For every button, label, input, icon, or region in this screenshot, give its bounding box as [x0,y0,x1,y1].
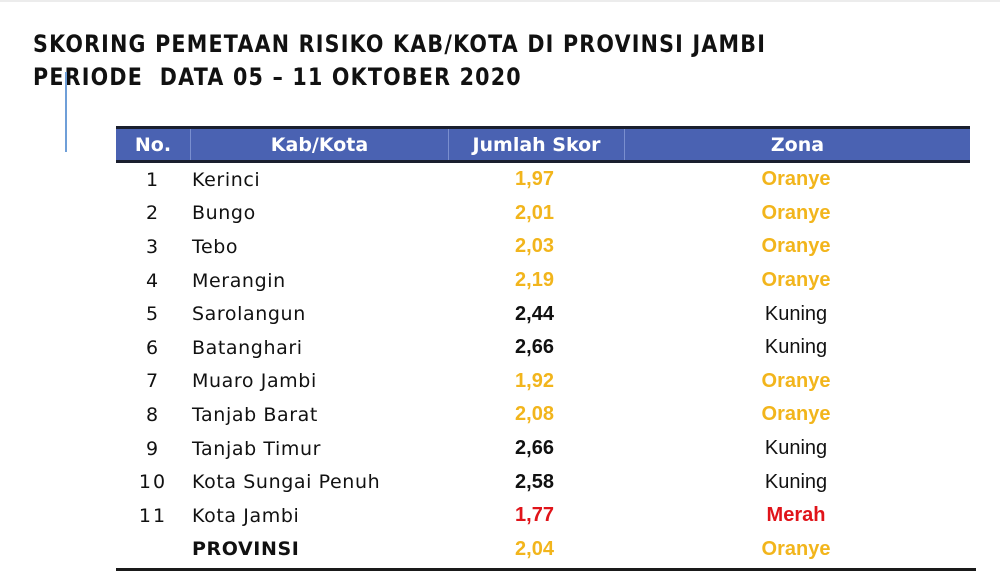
table-row: 6 Batanghari 2,66 Kuning [116,331,970,365]
row-score: 2,19 [515,269,554,292]
title-line-1: SKORING PEMETAAN RISIKO KAB/KOTA DI PROV… [33,30,767,58]
table-header: No. Kab/Kota Jumlah Skor Zona [116,126,970,163]
row-kab-kota: Muaro Jambi [192,370,317,393]
row-score: 2,66 [515,336,554,359]
row-kab-kota: Kerinci [192,168,261,191]
row-score: 2,03 [515,235,554,258]
row-score: 2,58 [515,470,554,493]
row-score: 2,08 [515,403,554,426]
row-kab-kota: Tanjab Timur [192,437,322,460]
table-row: 2 Bungo 2,01 Oranye [116,197,970,231]
row-name-provinsi: PROVINSI [192,538,300,561]
page-title: SKORING PEMETAAN RISIKO KAB/KOTA DI PROV… [33,28,766,94]
row-score: 1,97 [515,168,554,191]
header-no: No. [116,129,191,160]
table-row: 5 Sarolangun 2,44 Kuning [116,297,970,331]
top-edge [0,0,1000,2]
row-zone: Oranye [761,369,831,392]
header-jumlah-skor: Jumlah Skor [449,129,625,160]
table-row-total: PROVINSI 2,04 Oranye [116,533,970,567]
row-kab-kota: Tanjab Barat [192,403,318,426]
row-no: 10 [138,471,168,494]
row-zone: Oranye [761,269,831,292]
row-no: 9 [145,437,161,460]
row-kab-kota: Kota Jambi [192,504,300,527]
title-line-2: PERIODE DATA 05 – 11 OKTOBER 2020 [33,63,522,91]
row-zone: Kuning [764,470,828,493]
row-zone: Kuning [764,336,828,359]
row-zone: Oranye [761,201,831,224]
table-row: 8 Tanjab Barat 2,08 Oranye [116,398,970,432]
risk-score-table: No. Kab/Kota Jumlah Skor Zona 1 Kerinci 1,… [116,126,976,572]
table-row: 4 Merangin 2,19 Oranye [116,264,970,298]
row-no: 6 [145,336,161,359]
row-no: 2 [145,202,161,225]
row-score: 2,44 [515,302,554,325]
row-kab-kota: Merangin [192,269,286,292]
row-kab-kota: Bungo [192,202,256,225]
header-kab-kota: Kab/Kota [191,129,449,160]
row-kab-kota: Kota Sungai Penuh [192,471,381,494]
row-kab-kota: Sarolangun [192,303,306,326]
row-no: 8 [145,403,161,426]
table-bottom-rule [116,568,976,572]
table-row: 11 Kota Jambi 1,77 Merah [116,499,970,533]
table-row: 3 Tebo 2,03 Oranye [116,230,970,264]
row-zone: Oranye [761,168,831,191]
row-score: 2,66 [515,437,554,460]
table-row: 1 Kerinci 1,97 Oranye [116,163,970,197]
row-kab-kota: Tebo [192,235,239,258]
row-no: 3 [145,235,161,258]
row-no: 7 [145,370,161,393]
row-no: 11 [138,504,168,527]
row-zone: Oranye [761,537,831,560]
row-score: 2,04 [515,537,554,560]
row-zone: Kuning [764,302,828,325]
row-zone: Merah [766,504,826,527]
table-row: 10 Kota Sungai Penuh 2,58 Kuning [116,465,970,499]
row-score: 2,01 [515,201,554,224]
header-zona: Zona [770,133,825,156]
text-cursor-line [65,72,67,152]
row-score: 1,77 [515,504,554,527]
row-no: 1 [145,168,161,191]
row-score: 1,92 [515,369,554,392]
table-row: 7 Muaro Jambi 1,92 Oranye [116,365,970,399]
row-no: 4 [145,269,161,292]
row-zone: Oranye [761,235,831,258]
row-kab-kota: Batanghari [192,336,303,359]
table-row: 9 Tanjab Timur 2,66 Kuning [116,432,970,466]
row-no: 5 [145,303,161,326]
row-zone: Kuning [764,437,828,460]
row-zone: Oranye [761,403,831,426]
table-body: 1 Kerinci 1,97 Oranye 2 Bungo 2,01 Oranye 3 Tebo 2… [116,163,970,566]
